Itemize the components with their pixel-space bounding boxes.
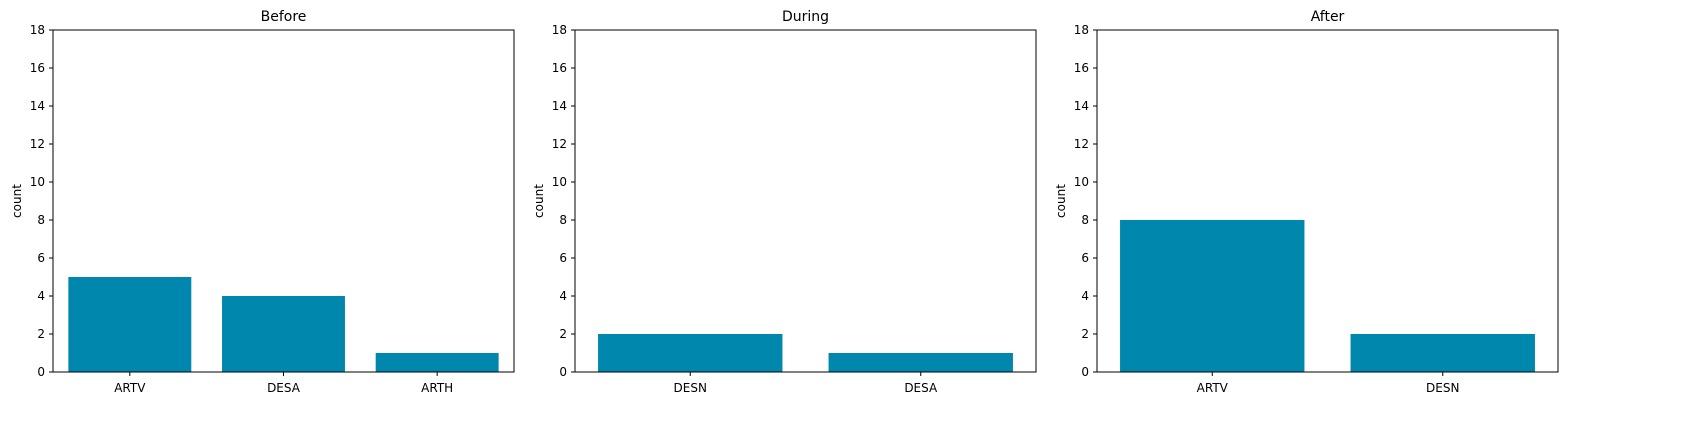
- x-tick-label: ARTV: [114, 381, 146, 395]
- bar-desa: [828, 353, 1013, 372]
- y-tick-label: 2: [559, 327, 567, 341]
- bar-desa: [222, 296, 345, 372]
- y-tick-label: 4: [559, 289, 567, 303]
- y-axis-label: count: [532, 184, 546, 218]
- y-tick-label: 2: [1081, 327, 1089, 341]
- y-tick-label: 8: [559, 213, 567, 227]
- y-tick-label: 18: [552, 23, 567, 37]
- y-tick-label: 18: [30, 23, 45, 37]
- y-tick-label: 12: [30, 137, 45, 151]
- bar-arth: [375, 353, 499, 372]
- x-tick-label: DESN: [1426, 381, 1459, 395]
- bar-artv: [68, 277, 192, 372]
- y-tick-label: 6: [1081, 251, 1089, 265]
- y-axis-label: count: [10, 184, 24, 218]
- axes-frame: [52, 29, 515, 373]
- y-tick-label: 4: [37, 289, 45, 303]
- y-tick-label: 16: [1074, 61, 1089, 75]
- x-tick-label: DESA: [267, 381, 301, 395]
- y-tick-label: 18: [1074, 23, 1089, 37]
- y-tick-label: 6: [559, 251, 567, 265]
- y-tick-label: 8: [37, 213, 45, 227]
- y-tick-label: 14: [552, 99, 567, 113]
- y-tick-label: 16: [30, 61, 45, 75]
- y-tick-label: 10: [552, 175, 567, 189]
- bar-desn: [1350, 334, 1535, 372]
- axes-frame: [574, 29, 1037, 373]
- y-tick-label: 4: [1081, 289, 1089, 303]
- y-tick-label: 8: [1081, 213, 1089, 227]
- chart-title: After: [1311, 9, 1345, 25]
- chart-panel-0: 0 2 4 6 8 10 12 14 16 18 ARTV DESA ARTH Before count: [10, 9, 515, 395]
- bar-artv: [1120, 220, 1305, 372]
- y-tick-label: 12: [1074, 137, 1089, 151]
- y-tick-label: 0: [1081, 365, 1089, 379]
- chart-panel-2: 0 2 4 6 8 10 12 14 16 18 ARTV DESN After count: [1054, 9, 1559, 395]
- y-tick-label: 14: [1074, 99, 1089, 113]
- y-tick-label: 16: [552, 61, 567, 75]
- y-tick-label: 14: [30, 99, 45, 113]
- y-tick-label: 10: [30, 175, 45, 189]
- x-tick-label: ARTV: [1197, 381, 1229, 395]
- y-tick-label: 0: [559, 365, 567, 379]
- chart-panel-1: 0 2 4 6 8 10 12 14 16 18 DESN DESA During count: [532, 9, 1037, 395]
- y-tick-label: 12: [552, 137, 567, 151]
- x-tick-label: DESN: [674, 381, 707, 395]
- y-axis-label: count: [1054, 184, 1068, 218]
- y-tick-label: 0: [37, 365, 45, 379]
- x-tick-label: DESA: [904, 381, 938, 395]
- bar-desn: [598, 334, 783, 372]
- chart-title: During: [782, 9, 829, 25]
- y-tick-label: 6: [37, 251, 45, 265]
- chart-title: Before: [261, 9, 307, 25]
- x-tick-label: ARTH: [421, 381, 453, 395]
- axes-frame: [1096, 29, 1559, 373]
- y-tick-label: 10: [1074, 175, 1089, 189]
- y-tick-label: 2: [37, 327, 45, 341]
